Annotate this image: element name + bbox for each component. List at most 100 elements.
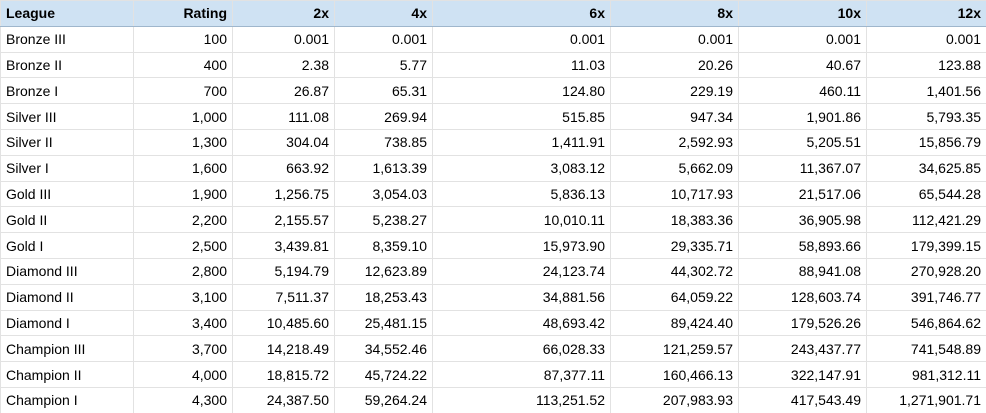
- header-row: League Rating 2x 4x 6x 8x 10x 12x: [0, 0, 986, 27]
- table-row: Champion II 4,000 18,815.72 45,724.22 87,377…: [0, 361, 986, 388]
- table-cell: 4,000: [133, 361, 233, 388]
- table-cell: 1,256.75: [232, 180, 335, 208]
- header-cell: 6x: [432, 0, 611, 27]
- table-cell: 5,793.35: [866, 103, 986, 130]
- table-row: Diamond II 3,100 7,511.37 18,253.43 34,881.5…: [0, 283, 986, 311]
- table-cell: 112,421.29: [866, 206, 986, 234]
- header-cell: 2x: [232, 0, 335, 27]
- table-cell: Silver II: [0, 128, 134, 156]
- table-cell: Silver I: [0, 154, 134, 182]
- table-cell: 10,485.60: [232, 309, 335, 337]
- table-cell: Bronze I: [0, 77, 134, 105]
- table-cell: 25,481.15: [334, 309, 433, 337]
- table-cell: 124.80: [432, 77, 611, 105]
- table-cell: 1,000: [133, 103, 233, 130]
- table-cell: 1,600: [133, 154, 233, 182]
- table-cell: 3,400: [133, 309, 233, 337]
- table-cell: 18,815.72: [232, 361, 335, 388]
- table-cell: 24,123.74: [432, 257, 611, 285]
- table-cell: Gold I: [0, 232, 134, 259]
- table-cell: 65,544.28: [866, 180, 986, 208]
- table-body: Bronze III 100 0.001 0.001 0.001 0.001 0.001 0.…: [0, 25, 986, 413]
- table-row: Silver III 1,000 111.08 269.94 515.85 947.34 1…: [0, 103, 986, 130]
- header-cell: 4x: [334, 0, 433, 27]
- table-cell: 121,259.57: [610, 335, 739, 363]
- table-cell: 5.77: [334, 51, 433, 79]
- table-row: Diamond III 2,800 5,194.79 12,623.89 24,123.…: [0, 257, 986, 285]
- table-cell: 981,312.11: [866, 361, 986, 388]
- table-cell: 0.001: [610, 25, 739, 53]
- table-cell: 21,517.06: [738, 180, 867, 208]
- table-cell: 64,059.22: [610, 283, 739, 311]
- table-cell: 269.94: [334, 103, 433, 130]
- table-cell: 3,100: [133, 283, 233, 311]
- header-cell: 8x: [610, 0, 739, 27]
- table-cell: 417,543.49: [738, 386, 867, 413]
- table-cell: 1,411.91: [432, 128, 611, 156]
- table-cell: 29,335.71: [610, 232, 739, 259]
- table-cell: Diamond II: [0, 283, 134, 311]
- table-cell: 20.26: [610, 51, 739, 79]
- table-cell: Bronze III: [0, 25, 134, 53]
- table-cell: 5,238.27: [334, 206, 433, 234]
- table-cell: 0.001: [738, 25, 867, 53]
- table-cell: 322,147.91: [738, 361, 867, 388]
- table-cell: 34,552.46: [334, 335, 433, 363]
- table-cell: 8,359.10: [334, 232, 433, 259]
- table-row: Diamond I 3,400 10,485.60 25,481.15 48,693.4…: [0, 309, 986, 337]
- table-cell: 160,466.13: [610, 361, 739, 388]
- table-cell: 3,700: [133, 335, 233, 363]
- table-row: Bronze I 700 26.87 65.31 124.80 229.19 460.11 1…: [0, 77, 986, 105]
- table-cell: 113,251.52: [432, 386, 611, 413]
- table-cell: 304.04: [232, 128, 335, 156]
- table-cell: 546,864.62: [866, 309, 986, 337]
- table-cell: 87,377.11: [432, 361, 611, 388]
- table-cell: 1,271,901.71: [866, 386, 986, 413]
- table-cell: 270,928.20: [866, 257, 986, 285]
- header-cell: Rating: [133, 0, 233, 27]
- table-cell: 14,218.49: [232, 335, 335, 363]
- table-cell: 2,155.57: [232, 206, 335, 234]
- table-cell: Diamond I: [0, 309, 134, 337]
- table-cell: 5,194.79: [232, 257, 335, 285]
- table-cell: 128,603.74: [738, 283, 867, 311]
- table-cell: Champion II: [0, 361, 134, 388]
- table-cell: 229.19: [610, 77, 739, 105]
- table-cell: 66,028.33: [432, 335, 611, 363]
- table-cell: 5,662.09: [610, 154, 739, 182]
- table-cell: 2,500: [133, 232, 233, 259]
- table-row: Bronze III 100 0.001 0.001 0.001 0.001 0.001 0.…: [0, 25, 986, 53]
- table-cell: 0.001: [866, 25, 986, 53]
- table-cell: 400: [133, 51, 233, 79]
- table-cell: 3,054.03: [334, 180, 433, 208]
- table-cell: 26.87: [232, 77, 335, 105]
- header-cell: League: [0, 0, 134, 27]
- table-row: Champion I 4,300 24,387.50 59,264.24 113,251…: [0, 386, 986, 413]
- table-row: Silver I 1,600 663.92 1,613.39 3,083.12 5,662…: [0, 154, 986, 182]
- table-cell: 4,300: [133, 386, 233, 413]
- table-cell: 1,900: [133, 180, 233, 208]
- table-cell: 391,746.77: [866, 283, 986, 311]
- table-cell: Bronze II: [0, 51, 134, 79]
- table-row: Bronze II 400 2.38 5.77 11.03 20.26 40.67 123.8…: [0, 51, 986, 79]
- table-cell: 179,399.15: [866, 232, 986, 259]
- table-cell: 460.11: [738, 77, 867, 105]
- table-cell: 515.85: [432, 103, 611, 130]
- table-cell: 45,724.22: [334, 361, 433, 388]
- table-row: Gold I 2,500 3,439.81 8,359.10 15,973.90 29,3…: [0, 232, 986, 259]
- table-cell: 5,836.13: [432, 180, 611, 208]
- table-cell: 738.85: [334, 128, 433, 156]
- table-cell: Diamond III: [0, 257, 134, 285]
- table-cell: 3,083.12: [432, 154, 611, 182]
- table-cell: 48,693.42: [432, 309, 611, 337]
- table-cell: 18,253.43: [334, 283, 433, 311]
- table-cell: 179,526.26: [738, 309, 867, 337]
- table-cell: 58,893.66: [738, 232, 867, 259]
- table-cell: 15,856.79: [866, 128, 986, 156]
- table-cell: 59,264.24: [334, 386, 433, 413]
- table-cell: Gold II: [0, 206, 134, 234]
- table-cell: 89,424.40: [610, 309, 739, 337]
- table-cell: 0.001: [432, 25, 611, 53]
- table-cell: 947.34: [610, 103, 739, 130]
